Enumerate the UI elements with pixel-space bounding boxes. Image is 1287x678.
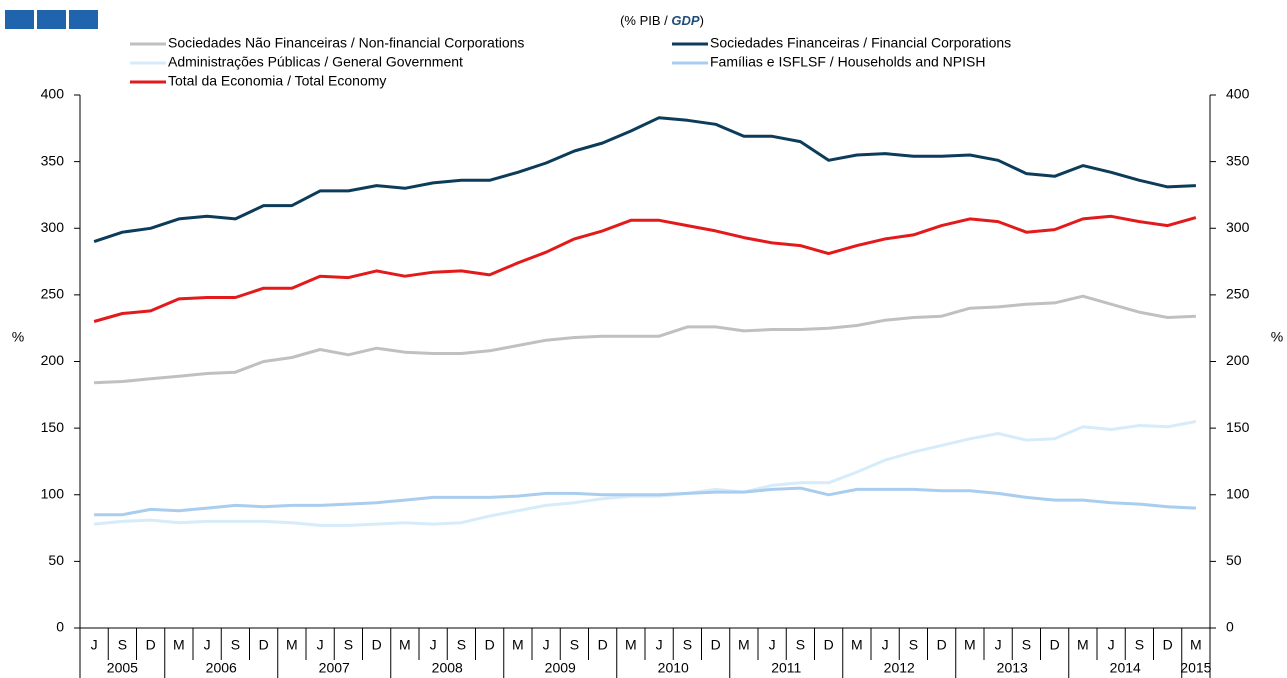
- x-tick-label: D: [1163, 637, 1173, 653]
- year-label: 2005: [107, 660, 138, 676]
- y2-axis-label: %: [1271, 329, 1283, 345]
- x-tick-label: S: [344, 637, 353, 653]
- legend-label: Sociedades Não Financeiras / Non-financi…: [168, 35, 524, 51]
- legend-label: Sociedades Financeiras / Financial Corpo…: [710, 35, 1011, 51]
- y-tick-label: 50: [48, 552, 64, 568]
- x-tick-label: S: [1022, 637, 1031, 653]
- x-tick-label: M: [738, 637, 750, 653]
- year-label: 2011: [771, 660, 801, 676]
- x-tick-label: J: [995, 637, 1002, 653]
- x-tick-label: S: [1135, 637, 1144, 653]
- y2-tick-label: 350: [1226, 152, 1250, 168]
- y2-tick-label: 100: [1226, 485, 1250, 501]
- year-label: 2007: [319, 660, 350, 676]
- x-tick-label: D: [259, 637, 269, 653]
- x-tick-label: M: [399, 637, 411, 653]
- series-line: [94, 294, 1196, 385]
- x-tick-label: D: [711, 637, 721, 653]
- series-line: [93, 116, 1196, 244]
- x-tick-label: S: [570, 637, 579, 653]
- x-tick-label: J: [769, 637, 776, 653]
- x-tick-label: D: [146, 637, 156, 653]
- x-tick-label: M: [851, 637, 863, 653]
- x-tick-label: J: [656, 637, 663, 653]
- x-tick-label: M: [173, 637, 185, 653]
- x-tick-label: J: [543, 637, 550, 653]
- legend-label: Administrações Públicas / General Govern…: [168, 54, 463, 70]
- x-tick-label: M: [512, 637, 524, 653]
- series-line: [93, 214, 1197, 323]
- y2-tick-label: 200: [1226, 352, 1250, 368]
- x-tick-label: J: [1108, 637, 1115, 653]
- y-tick-label: 400: [41, 86, 65, 102]
- x-tick-label: M: [964, 637, 976, 653]
- legend-label: Famílias e ISFLSF / Households and NPISH: [710, 54, 985, 70]
- y2-tick-label: 400: [1226, 86, 1250, 102]
- x-tick-label: D: [1050, 637, 1060, 653]
- year-label: 2009: [545, 660, 576, 676]
- logo: [5, 10, 98, 29]
- y2-tick-label: 250: [1226, 286, 1250, 302]
- y-tick-label: 150: [41, 419, 65, 435]
- year-label: 2015: [1180, 660, 1211, 676]
- x-tick-label: D: [824, 637, 834, 653]
- y-tick-label: 250: [41, 286, 65, 302]
- y2-tick-label: 300: [1226, 219, 1250, 235]
- x-tick-label: S: [796, 637, 805, 653]
- x-tick-label: J: [91, 637, 98, 653]
- x-tick-label: M: [1190, 637, 1202, 653]
- y-tick-label: 0: [56, 619, 64, 635]
- x-tick-label: S: [909, 637, 918, 653]
- y-axis-label: %: [12, 329, 24, 345]
- x-tick-label: M: [1077, 637, 1089, 653]
- y2-tick-label: 150: [1226, 419, 1250, 435]
- legend-label: Total da Economia / Total Economy: [168, 73, 386, 89]
- year-label: 2014: [1110, 660, 1141, 676]
- series-line: [93, 420, 1197, 527]
- x-tick-label: D: [937, 637, 947, 653]
- y2-tick-label: 0: [1226, 619, 1234, 635]
- year-label: 2008: [432, 660, 463, 676]
- year-label: 2012: [884, 660, 915, 676]
- x-tick-label: S: [118, 637, 127, 653]
- x-tick-label: M: [625, 637, 637, 653]
- x-tick-label: M: [286, 637, 298, 653]
- x-tick-label: D: [598, 637, 608, 653]
- x-tick-label: D: [485, 637, 495, 653]
- year-label: 2006: [206, 660, 237, 676]
- x-tick-label: D: [372, 637, 382, 653]
- x-tick-label: J: [882, 637, 889, 653]
- y-tick-label: 200: [41, 352, 65, 368]
- x-tick-label: J: [204, 637, 211, 653]
- x-tick-label: S: [683, 637, 692, 653]
- year-label: 2010: [658, 660, 689, 676]
- series-line: [94, 486, 1196, 517]
- y2-tick-label: 50: [1226, 552, 1242, 568]
- x-tick-label: J: [430, 637, 437, 653]
- x-tick-label: S: [231, 637, 240, 653]
- year-label: 2013: [997, 660, 1028, 676]
- x-tick-label: S: [457, 637, 466, 653]
- y-tick-label: 300: [41, 219, 65, 235]
- y-tick-label: 100: [41, 485, 65, 501]
- chart-subtitle: (% PIB / GDP): [620, 13, 704, 28]
- x-tick-label: J: [317, 637, 324, 653]
- y-tick-label: 350: [41, 152, 65, 168]
